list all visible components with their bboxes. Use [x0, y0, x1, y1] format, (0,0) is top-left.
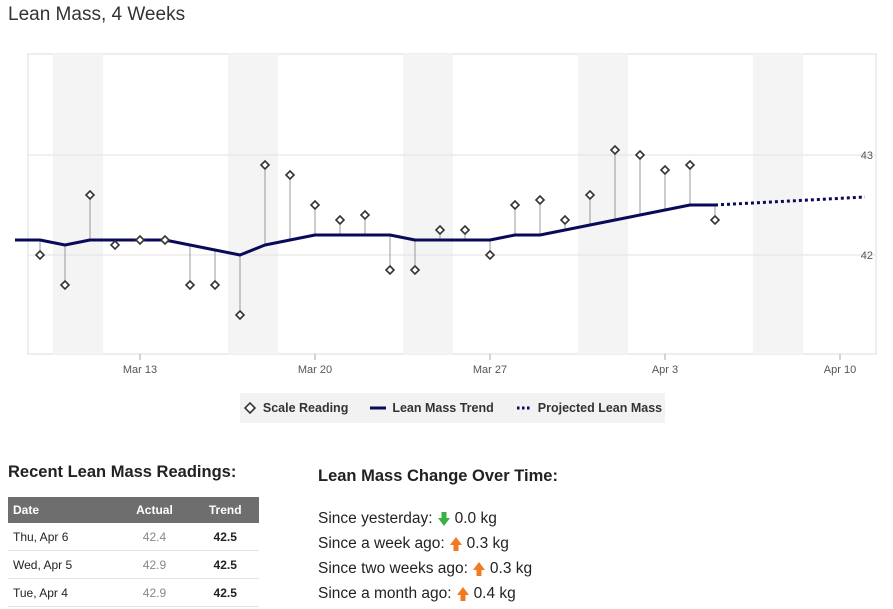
row-actual: 42.4 — [117, 523, 192, 551]
weekend-band — [228, 54, 278, 354]
scale-reading-point — [684, 159, 696, 171]
change-over-time-title: Lean Mass Change Over Time: — [318, 467, 558, 485]
change-over-time-list: Since yesterday: 0.0 kg Since a week ago… — [318, 506, 532, 606]
legend-item-projected-lean-mass[interactable]: Projected Lean Mass — [516, 401, 662, 415]
up-arrow-icon — [472, 561, 485, 576]
up-arrow-icon — [449, 536, 462, 551]
recent-readings-title: Recent Lean Mass Readings: — [8, 463, 237, 481]
row-date: Thu, Apr 6 — [8, 523, 118, 551]
scale-reading-point — [34, 249, 46, 261]
row-trend: 42.5 — [191, 578, 259, 607]
x-tick-label: Mar 13 — [123, 364, 157, 376]
row-actual: 42.9 — [117, 578, 192, 607]
legend-item-scale-reading[interactable]: Scale Reading — [243, 401, 348, 415]
scale-reading-point — [409, 264, 421, 276]
scale-reading-point — [559, 214, 571, 226]
x-tick-label: Apr 3 — [652, 364, 678, 376]
scale-reading-point — [609, 144, 621, 156]
legend-label: Lean Mass Trend — [392, 401, 494, 415]
change-item-month: Since a month ago: 0.4 kg — [318, 581, 532, 606]
scale-reading-point — [159, 234, 171, 246]
up-arrow-icon — [456, 586, 469, 601]
lean-mass-chart: 42 43 Mar 13 Mar 20 Mar 27 Apr 3 Apr 10 — [15, 53, 877, 376]
x-tick-label: Apr 10 — [824, 364, 856, 376]
table-row: Thu, Apr 6 42.4 42.5 — [8, 523, 259, 551]
table-header-row: Date Actual Trend — [8, 497, 259, 523]
scale-reading-point — [284, 169, 296, 181]
change-value: 0.4 kg — [473, 584, 516, 602]
scale-reading-point — [534, 194, 546, 206]
row-date: Wed, Apr 5 — [8, 550, 118, 579]
legend-label: Projected Lean Mass — [537, 401, 663, 415]
solid-line-icon — [370, 406, 387, 410]
weekend-band — [53, 54, 103, 354]
column-header-actual: Actual — [117, 497, 192, 523]
lean-mass-trend-line — [15, 203, 715, 257]
x-tick-label: Mar 20 — [298, 364, 332, 376]
scale-reading-point — [359, 209, 371, 221]
y-tick-label: 43 — [861, 150, 873, 162]
scale-reading-point — [259, 159, 271, 171]
scale-reading-point — [434, 224, 446, 236]
row-trend: 42.5 — [191, 523, 259, 551]
scale-reading-point — [634, 149, 646, 161]
column-header-trend: Trend — [191, 497, 259, 523]
change-label: Since a week ago: — [318, 534, 445, 552]
table-row: Tue, Apr 4 42.9 42.5 — [8, 578, 259, 607]
diamond-icon — [243, 401, 256, 415]
change-value: 0.0 kg — [454, 509, 497, 527]
scale-reading-point — [709, 214, 721, 226]
legend-label: Scale Reading — [262, 401, 349, 415]
scale-reading-point — [84, 189, 96, 201]
scale-reading-point — [209, 279, 221, 291]
row-actual: 42.9 — [117, 550, 192, 579]
row-date: Tue, Apr 4 — [8, 578, 118, 607]
recent-readings-table: Date Actual Trend Thu, Apr 6 42.4 42.5 W… — [8, 497, 259, 607]
down-arrow-icon — [437, 511, 450, 526]
change-item-two-weeks: Since two weeks ago: 0.3 kg — [318, 556, 532, 581]
scale-reading-point — [234, 309, 246, 321]
change-label: Since two weeks ago: — [318, 559, 468, 577]
column-header-date: Date — [8, 497, 118, 523]
scale-reading-point — [509, 199, 521, 211]
scale-reading-point — [484, 249, 496, 261]
chart-legend: Scale Reading Lean Mass Trend Projected … — [240, 393, 665, 423]
y-tick-label: 42 — [861, 250, 873, 262]
weekend-band — [403, 54, 453, 354]
change-label: Since yesterday: — [318, 509, 433, 527]
table-row: Wed, Apr 5 42.9 42.5 — [8, 550, 259, 579]
scale-reading-point — [134, 234, 146, 246]
scale-reading-point — [109, 239, 121, 251]
legend-item-lean-mass-trend[interactable]: Lean Mass Trend — [370, 401, 494, 415]
weekend-band — [753, 54, 803, 354]
scale-reading-point — [459, 224, 471, 236]
change-value: 0.3 kg — [489, 559, 533, 577]
scale-reading-point — [184, 279, 196, 291]
page-title: Lean Mass, 4 Weeks — [8, 4, 186, 25]
change-label: Since a month ago: — [318, 584, 452, 602]
weekend-band — [578, 54, 628, 354]
scale-reading-point — [384, 264, 396, 276]
row-trend: 42.5 — [191, 550, 259, 579]
scale-reading-point — [334, 214, 346, 226]
scale-reading-point — [309, 199, 321, 211]
change-value: 0.3 kg — [466, 534, 509, 552]
x-tick-label: Mar 27 — [473, 364, 507, 376]
scale-reading-point — [584, 189, 596, 201]
change-item-week: Since a week ago: 0.3 kg — [318, 531, 532, 556]
dotted-line-icon — [516, 406, 532, 410]
scale-reading-point — [59, 279, 71, 291]
scale-reading-point — [659, 164, 671, 176]
projected-lean-mass-line — [714, 195, 866, 207]
change-item-yesterday: Since yesterday: 0.0 kg — [318, 506, 532, 531]
